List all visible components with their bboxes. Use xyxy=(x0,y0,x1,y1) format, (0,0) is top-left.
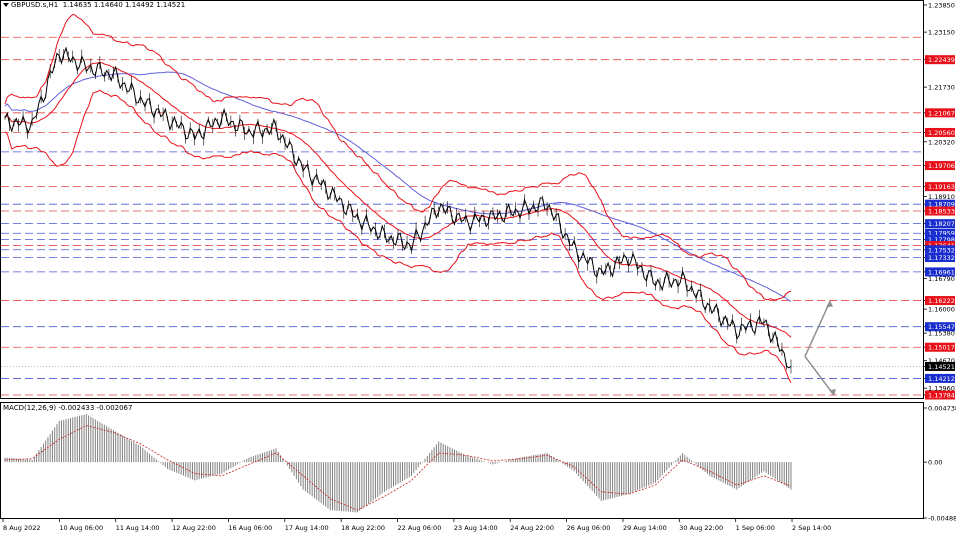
macd-signal-line xyxy=(4,425,792,511)
price-line xyxy=(4,46,792,369)
price-tag xyxy=(925,127,955,137)
price-tag xyxy=(925,342,955,352)
price-tick-label: 1.20320 xyxy=(928,138,955,146)
price-tick-label: 1.18533 xyxy=(928,208,955,216)
price-tag xyxy=(925,245,955,255)
time-axis: 8 Aug 2022 10 Aug 06:00 11 Aug 14:00 12 Aug… xyxy=(2,518,831,532)
projection-arrow-up xyxy=(804,301,831,357)
time-tick-label: 23 Aug 14:00 xyxy=(454,524,498,532)
price-tag xyxy=(925,219,955,229)
price-tick-label: 1.23850 xyxy=(928,2,955,10)
time-tick-label: 2 Sep 14:00 xyxy=(792,524,831,532)
bollinger-bands-layer xyxy=(4,13,792,384)
symbol-header[interactable]: GBPUSD.s,H1 1.14635 1.14640 1.14492 1.14… xyxy=(3,1,185,9)
price-tag xyxy=(925,361,955,371)
price-tag xyxy=(925,199,955,209)
price-tick-label: 1.15547 xyxy=(928,323,955,331)
price-tick-label: 1.13784 xyxy=(928,392,955,400)
time-tick-label: 26 Aug 06:00 xyxy=(567,524,611,532)
symbol-label: GBPUSD.s,H1 xyxy=(11,1,59,9)
time-tick-label: 11 Aug 14:00 xyxy=(116,524,160,532)
macd-tick-label: 0.004738 xyxy=(928,405,956,413)
macd-panel-border xyxy=(0,402,924,519)
price-tag xyxy=(925,373,955,383)
time-tick-label: 22 Aug 06:00 xyxy=(398,524,442,532)
dropdown-triangle-icon[interactable] xyxy=(3,3,9,7)
time-tick-label: 1 Sep 06:00 xyxy=(736,524,775,532)
projection-arrow-down xyxy=(804,356,835,396)
arrowhead-down-icon xyxy=(829,389,836,397)
time-tick-label: 12 Aug 22:00 xyxy=(172,524,216,532)
price-tag xyxy=(925,322,955,332)
time-tick-label: 8 Aug 2022 xyxy=(3,524,41,532)
price-tick-label: 1.21730 xyxy=(928,84,955,92)
projection-arrows xyxy=(804,300,836,397)
price-tick-label: 1.22439 xyxy=(928,56,955,64)
price-tick-label: 1.16790 xyxy=(928,275,955,283)
price-tick-label: 1.17332 xyxy=(928,254,955,262)
time-tick-label: 29 Aug 14:00 xyxy=(623,524,667,532)
price-tick-label: 1.16961 xyxy=(928,268,955,276)
bollinger-lower-band xyxy=(4,89,792,384)
price-tick-label: 1.18709 xyxy=(928,201,955,209)
time-tick-label: 16 Aug 06:00 xyxy=(228,524,272,532)
price-tick-label: 1.19163 xyxy=(928,183,955,191)
price-tick-label: 1.15380 xyxy=(928,330,955,338)
price-tick-label: 1.19706 xyxy=(928,162,955,170)
price-tag xyxy=(925,234,955,244)
price-tag xyxy=(925,182,955,192)
macd-header: MACD(12,26,9) -0.002433 -0.002067 xyxy=(3,404,132,412)
price-tick-label: 1.16222 xyxy=(928,297,955,305)
ohlc-values: 1.14635 1.14640 1.14492 1.14521 xyxy=(62,1,186,9)
price-tag xyxy=(925,296,955,306)
price-tick-label: 1.21067 xyxy=(928,109,955,117)
price-tick-label: 1.13960 xyxy=(928,385,955,393)
price-tick-label: 1.20560 xyxy=(928,129,955,137)
moving-average-line xyxy=(4,71,792,302)
time-tick-label: 10 Aug 06:00 xyxy=(59,524,103,532)
time-tick-label: 18 Aug 22:00 xyxy=(341,524,385,532)
macd-layer[interactable] xyxy=(4,414,792,513)
price-tick-label: 1.14212 xyxy=(928,375,955,383)
bollinger-upper-band xyxy=(4,13,792,301)
macd-axis: 0.004738 0.00 -0.004889 xyxy=(923,405,956,523)
macd-tick-label: 0.00 xyxy=(928,459,942,467)
price-tick-label: 1.14521 xyxy=(928,363,955,371)
price-tag xyxy=(925,55,955,65)
price-tick-label: 1.18207 xyxy=(928,220,955,228)
price-tag xyxy=(925,108,955,118)
price-tick-label: 1.15017 xyxy=(928,344,955,352)
price-tick-label: 1.23150 xyxy=(928,29,955,37)
time-tick-label: 17 Aug 14:00 xyxy=(285,524,329,532)
time-tick-label: 30 Aug 22:00 xyxy=(679,524,723,532)
price-axis: 1.23850 1.23150 1.22439 1.21730 1.21067 1.205… xyxy=(923,2,955,400)
price-panel-border xyxy=(0,0,924,399)
price-tag xyxy=(925,390,955,400)
bollinger-middle-band xyxy=(4,61,792,338)
macd-label: MACD(12,26,9) -0.002433 -0.002067 xyxy=(3,404,133,412)
levels-layer xyxy=(1,36,923,396)
price-tick-label: 1.17798 xyxy=(928,236,955,244)
price-tag xyxy=(925,253,955,263)
arrowhead-up-icon xyxy=(826,300,833,308)
price-tick-label: 1.18910 xyxy=(928,193,955,201)
price-tick-label: 1.17959 xyxy=(928,230,955,238)
macd-tick-label: -0.004889 xyxy=(928,515,956,523)
price-tag xyxy=(925,206,955,216)
price-tag xyxy=(925,228,955,238)
price-tick-label: 1.17532 xyxy=(928,246,955,254)
price-tag xyxy=(925,267,955,277)
price-tick-label: 1.16000 xyxy=(928,306,955,314)
price-layer[interactable] xyxy=(4,46,792,374)
time-tick-label: 24 Aug 22:00 xyxy=(510,524,554,532)
price-tick-label: 1.14670 xyxy=(928,357,955,365)
price-tag xyxy=(925,161,955,171)
moving-average-layer xyxy=(4,71,792,302)
